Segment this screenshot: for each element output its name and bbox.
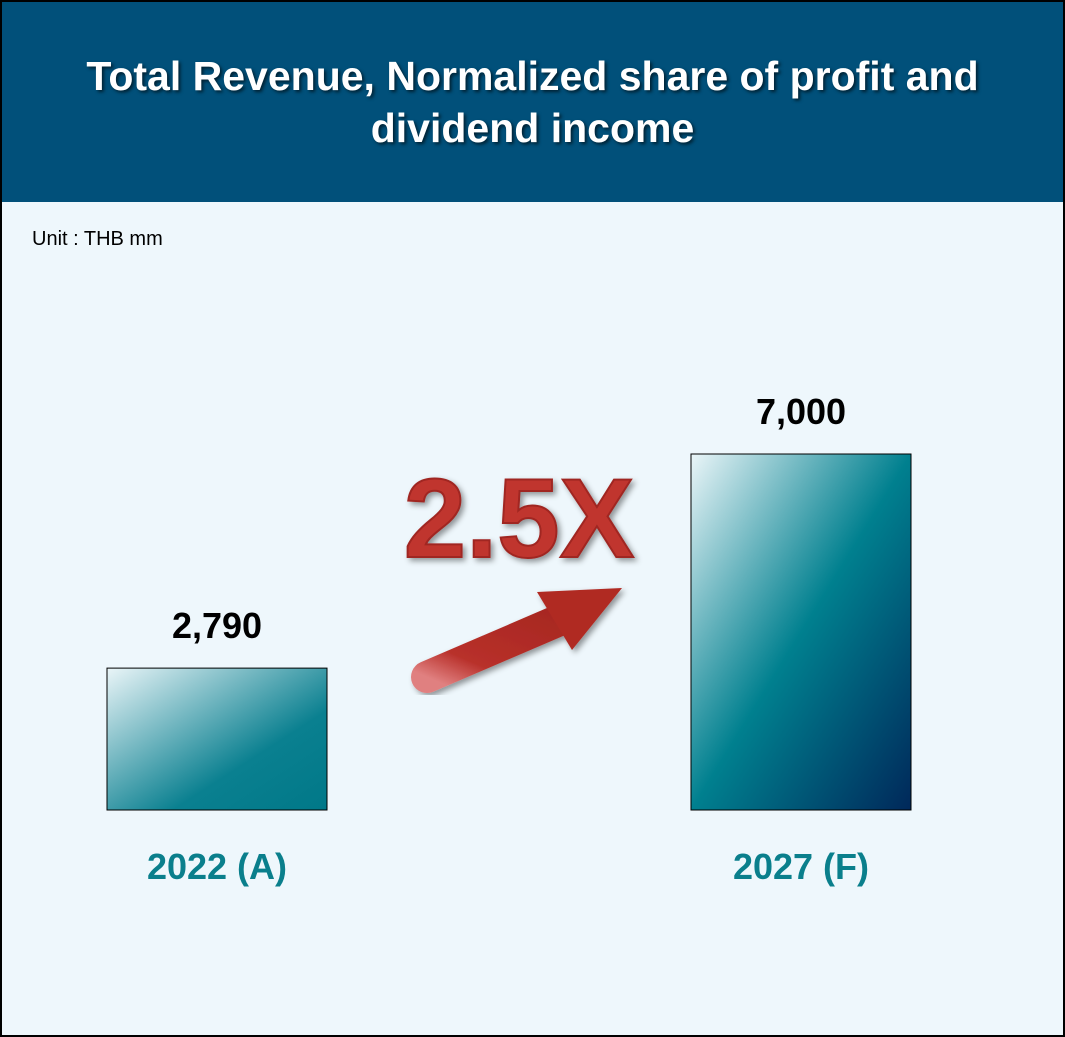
- growth-annotation: 2.5X: [404, 456, 634, 581]
- bar: [106, 667, 328, 811]
- unit-label: Unit : THB mm: [32, 228, 163, 250]
- value-label: 7,000: [756, 391, 846, 432]
- growth-arrow: [411, 588, 622, 693]
- bar: [690, 453, 912, 811]
- value-label: 2,790: [172, 605, 262, 646]
- chart-title: Total Revenue, Normalized share of profi…: [86, 53, 979, 151]
- category-label: 2027 (F): [733, 846, 869, 887]
- header: Total Revenue, Normalized share of profi…: [2, 2, 1063, 202]
- category-label: 2022 (A): [147, 846, 287, 887]
